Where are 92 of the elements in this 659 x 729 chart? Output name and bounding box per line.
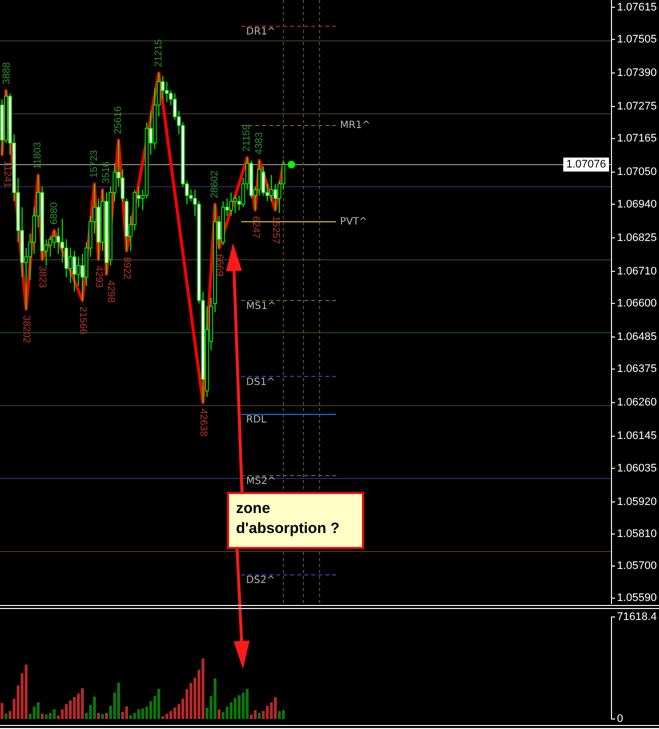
y-tick-label: 71618.4 — [617, 611, 657, 623]
annotation: 4298 — [105, 280, 116, 303]
bar — [202, 658, 204, 719]
bar — [258, 712, 261, 719]
annotation: 28602 — [210, 170, 221, 198]
candlestick — [72, 250, 76, 292]
annotation: 4293 — [92, 266, 104, 288]
bar — [36, 702, 40, 719]
bar — [230, 702, 233, 719]
annotation: 3823 — [36, 266, 48, 288]
annotation: 25616 — [113, 106, 124, 134]
y-tick-label: 1.05920 — [617, 496, 657, 508]
bar — [129, 715, 132, 719]
candlestick — [56, 227, 60, 254]
ref-line-label: DS1^ — [246, 376, 275, 388]
bar — [81, 688, 84, 719]
annotation: 38202 — [20, 315, 32, 344]
ref-line-label: MS1^ — [246, 300, 276, 312]
y-tick-label: 1.07275 — [617, 100, 657, 112]
ref-line-label: DS2^ — [246, 575, 275, 586]
y-tick-label: 1.06600 — [617, 297, 657, 310]
bar — [238, 695, 241, 719]
bar — [40, 714, 44, 719]
y-tick-label: 1.07505 — [617, 33, 657, 46]
y-tick-label: 1.07390 — [617, 66, 657, 79]
annotation: 21566 — [76, 306, 88, 335]
y-tick-label: 1.06485 — [617, 331, 657, 344]
annotation: 21215 — [153, 38, 164, 67]
annotation: 11241 — [1, 160, 12, 188]
annotation: 15723 — [88, 150, 100, 178]
annotation: 11803 — [32, 142, 44, 170]
annotation: 15257 — [270, 216, 281, 244]
ref-line-label: 1.07076 — [566, 158, 606, 171]
annotation: 3888 — [1, 62, 12, 84]
bar — [226, 706, 229, 719]
bar — [4, 713, 8, 719]
bar — [125, 706, 128, 719]
annotation: 42638 — [197, 408, 208, 437]
y-tick-label: 1.06260 — [617, 396, 657, 409]
y-tick-label: 1.07165 — [617, 132, 657, 145]
y-tick-label: 0 — [617, 713, 624, 725]
y-tick-label: 1.06375 — [617, 363, 657, 376]
ref-line-label: MR1^ — [340, 120, 370, 131]
bar — [24, 664, 28, 719]
bar — [218, 709, 220, 719]
candlestick — [76, 256, 80, 286]
candlestick — [229, 192, 233, 216]
bar — [52, 709, 56, 719]
bar — [72, 696, 76, 719]
annotation: zone d'absorption ? — [236, 500, 340, 537]
y-tick-label: 1.05590 — [617, 592, 657, 604]
bar — [0, 703, 4, 719]
annotation: 3516 — [101, 160, 112, 184]
bar — [234, 698, 237, 719]
y-tick-label: 1.06940 — [617, 198, 657, 210]
annotation: 8922 — [121, 256, 132, 280]
bar — [97, 712, 100, 719]
candlestick — [68, 248, 72, 284]
candlestick — [52, 230, 56, 249]
ref-line-label: DR1^ — [246, 26, 276, 38]
annotation: 21159 — [242, 124, 253, 152]
ref-line-label: MS2^ — [246, 476, 276, 488]
bar — [214, 678, 216, 719]
y-tick-label: 1.07050 — [617, 166, 657, 178]
y-tick-label: 1.07615 — [617, 1, 657, 14]
bar — [278, 711, 281, 719]
bar — [282, 710, 285, 719]
bar — [68, 700, 72, 719]
bar — [101, 714, 104, 719]
candlestick — [48, 236, 52, 258]
bar — [165, 714, 168, 719]
bar — [117, 682, 120, 719]
annotation: 6247 — [250, 216, 261, 239]
y-tick-label: 1.06825 — [617, 232, 657, 244]
annotation: 6669 — [214, 254, 225, 277]
y-tick-label: 1.06035 — [617, 462, 657, 474]
bar — [44, 714, 48, 719]
candlestick — [269, 174, 274, 202]
bar — [105, 712, 108, 719]
bar — [93, 696, 96, 719]
annotation: 4383 — [254, 132, 265, 154]
bar — [254, 710, 257, 719]
ref-line-label: RDL — [246, 414, 267, 426]
bar — [173, 708, 176, 719]
y-tick-label: 1.05810 — [617, 528, 657, 540]
y-tick-label: 1.06710 — [617, 265, 657, 278]
bar — [274, 697, 277, 719]
y-tick-label: 1.05700 — [617, 560, 657, 572]
annotation: 6880 — [48, 202, 60, 225]
ref-line-label: PVT^ — [340, 216, 368, 228]
y-tick-label: 1.06145 — [617, 430, 657, 442]
candlestick — [233, 195, 237, 214]
